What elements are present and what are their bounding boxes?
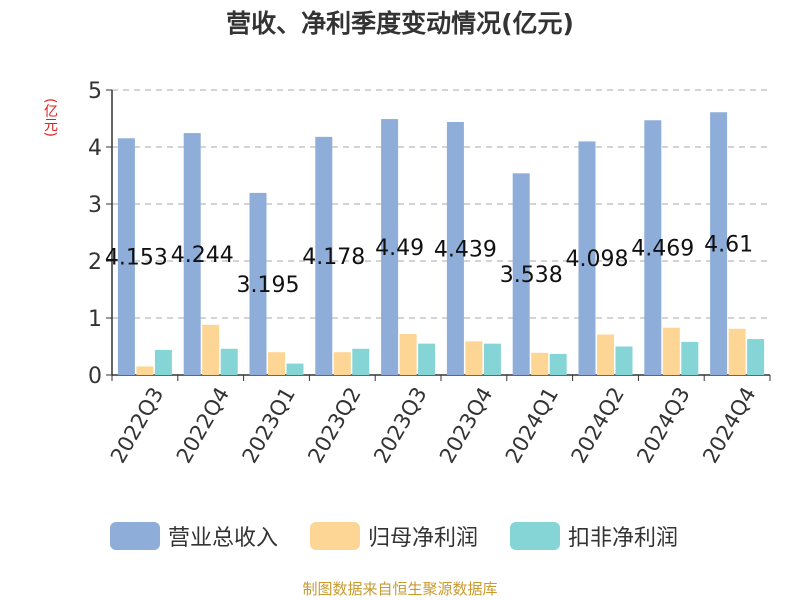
data-label-revenue: 4.244	[171, 243, 234, 268]
bar-net-profit	[531, 352, 549, 375]
legend-swatch-deducted-profit	[510, 522, 560, 550]
data-label-revenue: 4.098	[566, 247, 629, 272]
data-label-revenue: 4.49	[375, 236, 424, 261]
data-label-revenue: 4.61	[704, 233, 753, 258]
bar-net-profit	[728, 328, 746, 375]
bar-net-profit	[202, 324, 220, 375]
y-axis-unit-label: (亿元)	[42, 97, 58, 137]
bar-deducted-profit	[549, 353, 567, 375]
legend-swatch-net-profit	[310, 522, 360, 550]
x-tick-label: 2023Q1	[238, 383, 300, 467]
data-source-note: 制图数据来自恒生聚源数据库	[302, 580, 498, 598]
x-tick-label: 2024Q2	[567, 383, 629, 467]
bar-net-profit	[597, 334, 614, 375]
bar-deducted-profit	[220, 348, 238, 375]
bar-revenue	[644, 120, 662, 375]
bar-revenue	[183, 133, 201, 375]
bar-revenue	[315, 136, 333, 375]
bar-revenue	[117, 138, 135, 375]
bar-net-profit	[399, 333, 417, 375]
bar-deducted-profit	[681, 341, 699, 375]
legend-label-deducted-profit: 扣非净利润	[568, 526, 679, 551]
bar-deducted-profit	[747, 339, 765, 375]
bar-revenue	[446, 121, 464, 376]
bar-revenue	[249, 192, 267, 375]
legend-swatch-revenue	[110, 522, 160, 550]
legend-item-deducted-profit[interactable]: 扣非净利润	[510, 520, 678, 552]
data-label-revenue: 3.195	[237, 273, 300, 298]
data-label-revenue: 4.469	[631, 237, 694, 262]
bar-revenue	[710, 112, 728, 375]
bar-net-profit	[662, 327, 680, 375]
data-label-revenue: 3.538	[500, 263, 563, 288]
bar-deducted-profit	[154, 349, 172, 375]
y-tick-label: 3	[88, 193, 102, 218]
legend-label-net-profit: 归母净利润	[368, 526, 479, 551]
bar-net-profit	[136, 366, 154, 375]
x-tick-label: 2024Q3	[632, 383, 694, 467]
bar-deducted-profit	[286, 363, 304, 375]
bar-revenue	[578, 141, 596, 375]
y-tick-label: 2	[88, 250, 102, 275]
bar-deducted-profit	[418, 343, 436, 375]
bar-revenue	[512, 173, 530, 375]
x-tick-label: 2023Q4	[435, 383, 497, 467]
legend-item-revenue[interactable]: 营业总收入	[110, 520, 278, 552]
bar-net-profit	[465, 341, 483, 375]
x-tick-label: 2022Q3	[106, 383, 168, 467]
bar-net-profit	[333, 352, 351, 375]
data-label-revenue: 4.153	[105, 246, 168, 271]
chart-title: 营收、净利季度变动情况(亿元)	[226, 9, 574, 38]
x-tick-label: 2022Q4	[172, 383, 234, 467]
data-label-revenue: 4.439	[434, 237, 497, 262]
y-tick-label: 0	[88, 364, 102, 389]
data-label-revenue: 4.178	[302, 245, 365, 270]
y-tick-label: 1	[88, 307, 102, 332]
x-tick-label: 2023Q3	[369, 383, 431, 467]
x-tick-label: 2024Q4	[698, 383, 760, 467]
y-tick-label: 4	[88, 136, 102, 161]
bar-net-profit	[268, 352, 285, 375]
bar-revenue	[381, 119, 399, 375]
legend-label-revenue: 营业总收入	[168, 526, 279, 551]
bar-deducted-profit	[615, 346, 633, 375]
bar-deducted-profit	[483, 343, 501, 375]
y-tick-label: 5	[88, 79, 102, 104]
x-tick-label: 2023Q2	[303, 383, 365, 467]
bar-deducted-profit	[352, 348, 370, 375]
x-tick-label: 2024Q1	[501, 383, 563, 467]
legend-item-net-profit[interactable]: 归母净利润	[310, 520, 478, 552]
